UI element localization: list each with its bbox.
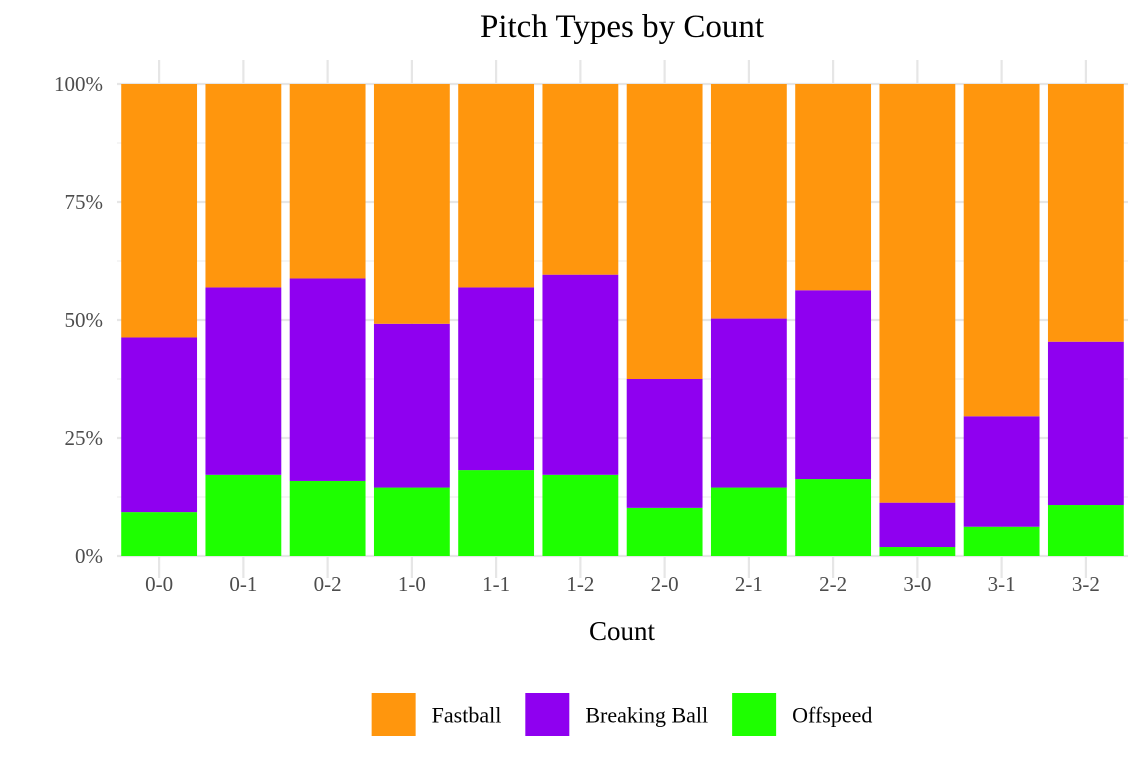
legend-label-offspeed: Offspeed [792,703,872,728]
bar-breaking-ball-3-1 [963,416,1040,527]
x-tick-label: 1-0 [398,572,426,596]
bar-breaking-ball-2-0 [626,379,703,508]
bar-breaking-ball-1-1 [458,287,535,471]
bar-offspeed-2-2 [795,479,872,556]
x-tick-label: 0-1 [229,572,257,596]
x-tick-label: 3-2 [1072,572,1100,596]
x-tick-label: 2-2 [819,572,847,596]
legend-key-fastball [371,693,416,736]
x-tick-label: 0-2 [314,572,342,596]
bar-fastball-1-0 [373,84,450,324]
legend: Fastball Breaking Ball Offspeed [371,693,872,736]
bar-offspeed-3-1 [963,526,1040,556]
bar-offspeed-2-0 [626,507,703,556]
y-tick-label: 0% [75,544,103,568]
bar-breaking-ball-0-0 [121,337,198,513]
y-tick-label: 75% [65,190,104,214]
bar-breaking-ball-0-1 [205,287,282,475]
x-axis-title: Count [589,616,656,646]
bar-offspeed-1-2 [542,474,619,556]
bar-fastball-1-2 [542,84,619,275]
bar-breaking-ball-2-1 [710,318,787,488]
bars [121,84,1124,556]
y-axis: 0% 25% 50% 75% 100% [54,72,103,568]
bar-fastball-1-1 [458,84,535,288]
x-tick-label: 3-0 [903,572,931,596]
bar-breaking-ball-1-0 [373,323,450,488]
bar-fastball-2-1 [710,84,787,319]
bar-fastball-0-0 [121,84,198,338]
bar-offspeed-2-1 [710,487,787,556]
x-tick-label: 2-1 [735,572,763,596]
bar-fastball-3-2 [1047,84,1124,342]
bar-offspeed-0-0 [121,512,198,556]
bar-fastball-0-1 [205,84,282,288]
bar-fastball-2-0 [626,84,703,379]
legend-label-breaking-ball: Breaking Ball [585,703,708,728]
bar-offspeed-1-1 [458,470,535,556]
chart-title: Pitch Types by Count [480,9,764,45]
bar-breaking-ball-3-0 [879,502,956,548]
legend-key-breaking-ball [525,693,570,736]
x-axis: 0-0 0-1 0-2 1-0 1-1 1-2 2-0 2-1 2-2 3-0 3-1 3-2 [145,572,1100,596]
legend-key-offspeed [732,693,777,736]
bar-fastball-2-2 [795,84,872,291]
bar-offspeed-3-0 [879,547,956,556]
bar-offspeed-3-2 [1047,505,1124,556]
bar-offspeed-0-1 [205,474,282,556]
bar-breaking-ball-1-2 [542,274,619,475]
y-tick-label: 100% [54,72,103,96]
x-tick-label: 1-1 [482,572,510,596]
bar-offspeed-0-2 [289,480,366,556]
x-tick-label: 3-1 [988,572,1016,596]
x-tick-label: 0-0 [145,572,173,596]
bar-fastball-0-2 [289,84,366,279]
x-tick-label: 2-0 [651,572,679,596]
y-tick-label: 50% [65,308,104,332]
bar-fastball-3-0 [879,84,956,503]
bar-breaking-ball-3-2 [1047,341,1124,506]
bar-fastball-3-1 [963,84,1040,417]
bar-breaking-ball-2-2 [795,290,872,480]
bar-breaking-ball-0-2 [289,278,366,481]
x-tick-label: 1-2 [566,572,594,596]
legend-label-fastball: Fastball [432,703,502,728]
y-tick-label: 25% [65,426,104,450]
bar-offspeed-1-0 [373,487,450,556]
